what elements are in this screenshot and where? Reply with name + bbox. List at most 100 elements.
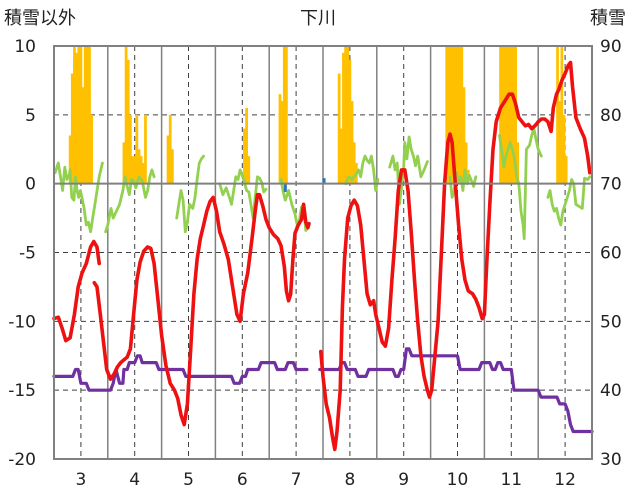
bar xyxy=(449,46,453,184)
x-tick-label: 8 xyxy=(344,470,355,490)
bar xyxy=(460,46,464,184)
x-tick-label: 9 xyxy=(398,470,409,490)
bar xyxy=(503,46,507,184)
series-line-green xyxy=(175,154,206,234)
bar xyxy=(346,46,350,184)
right-tick-label: 40 xyxy=(600,381,622,401)
x-tick-labels: 3 4 5 6 7 8 9 10 11 12 xyxy=(75,470,575,490)
bar xyxy=(352,142,356,184)
bar xyxy=(133,156,137,184)
bar xyxy=(499,46,502,184)
bar xyxy=(247,156,251,184)
bar xyxy=(458,46,462,184)
bar xyxy=(516,142,520,184)
bar xyxy=(505,46,509,184)
bar xyxy=(144,114,147,184)
bar xyxy=(243,128,246,184)
bar xyxy=(282,46,286,184)
bar xyxy=(131,156,134,184)
bar xyxy=(348,59,352,184)
x-tick-label: 7 xyxy=(291,470,302,490)
bar-series xyxy=(68,46,568,184)
bar xyxy=(453,46,457,184)
bar xyxy=(344,46,347,184)
bar xyxy=(280,101,284,184)
series-line-green xyxy=(53,161,104,234)
series-line-green xyxy=(104,168,156,234)
right-tick-label: 60 xyxy=(600,244,622,264)
right-tick-label: 80 xyxy=(600,106,622,126)
left-tick-label: 0 xyxy=(25,175,36,195)
bar xyxy=(285,46,288,184)
left-tick-label: -10 xyxy=(8,312,36,332)
series-line-green xyxy=(546,175,592,227)
left-tick-label: 10 xyxy=(14,37,36,57)
bar xyxy=(168,114,172,184)
bar xyxy=(456,46,459,184)
bar xyxy=(170,149,174,184)
left-tick-labels: 10 5 0 -5 -10 -15 -20 xyxy=(8,37,36,470)
bar xyxy=(564,156,568,184)
x-tick-label: 10 xyxy=(447,470,469,490)
bar xyxy=(337,73,341,184)
bar xyxy=(245,107,248,184)
bar xyxy=(514,46,517,184)
bar xyxy=(70,73,74,184)
bar xyxy=(451,46,455,184)
bar xyxy=(278,94,282,184)
x-tick-label: 4 xyxy=(129,470,140,490)
bar xyxy=(350,101,354,184)
bar xyxy=(141,163,145,184)
bar xyxy=(462,87,466,184)
bar xyxy=(558,101,562,184)
series-line-green xyxy=(218,168,268,220)
series-line-purple xyxy=(52,354,309,392)
series-line-green xyxy=(498,127,543,241)
series-line-green xyxy=(388,135,429,206)
bar xyxy=(83,46,87,184)
series-line-red xyxy=(92,192,311,427)
bar xyxy=(139,156,143,184)
bar xyxy=(562,114,566,184)
bar xyxy=(339,128,343,184)
bar xyxy=(137,149,141,184)
bar xyxy=(512,46,515,184)
bar xyxy=(79,46,83,184)
bar xyxy=(342,52,345,184)
series-line-green xyxy=(344,154,380,192)
x-tick-label: 5 xyxy=(183,470,194,490)
bar xyxy=(68,135,72,184)
right-tick-labels: 90 80 70 60 50 40 30 xyxy=(600,37,622,470)
bar xyxy=(85,46,89,184)
right-axis-label: 積雪 xyxy=(590,8,626,29)
line-series xyxy=(52,60,594,452)
bar xyxy=(75,52,78,184)
series-line-red xyxy=(52,239,101,343)
bar xyxy=(73,46,76,184)
left-axis-label: 積雪以外 xyxy=(4,8,76,29)
bar xyxy=(81,87,85,184)
blue-mark xyxy=(322,178,326,184)
bar xyxy=(90,114,94,184)
bar xyxy=(560,46,564,184)
x-tick-label: 6 xyxy=(237,470,248,490)
x-tick-label: 3 xyxy=(75,470,86,490)
left-tick-label: -15 xyxy=(8,381,36,401)
bar xyxy=(129,114,132,184)
blue-marks xyxy=(283,178,326,192)
bar xyxy=(122,142,126,184)
x-tick-label: 11 xyxy=(500,470,522,490)
bar xyxy=(166,135,170,184)
bar xyxy=(507,46,511,184)
right-tick-label: 90 xyxy=(600,37,622,57)
plot-frame xyxy=(53,45,593,460)
bar xyxy=(135,114,139,184)
chart-title: 下川 xyxy=(300,8,336,29)
bar xyxy=(447,46,451,184)
series-line-red xyxy=(318,60,592,452)
bar xyxy=(77,46,81,184)
x-tick-label: 12 xyxy=(554,470,576,490)
bar xyxy=(445,46,449,184)
bar xyxy=(464,142,468,184)
